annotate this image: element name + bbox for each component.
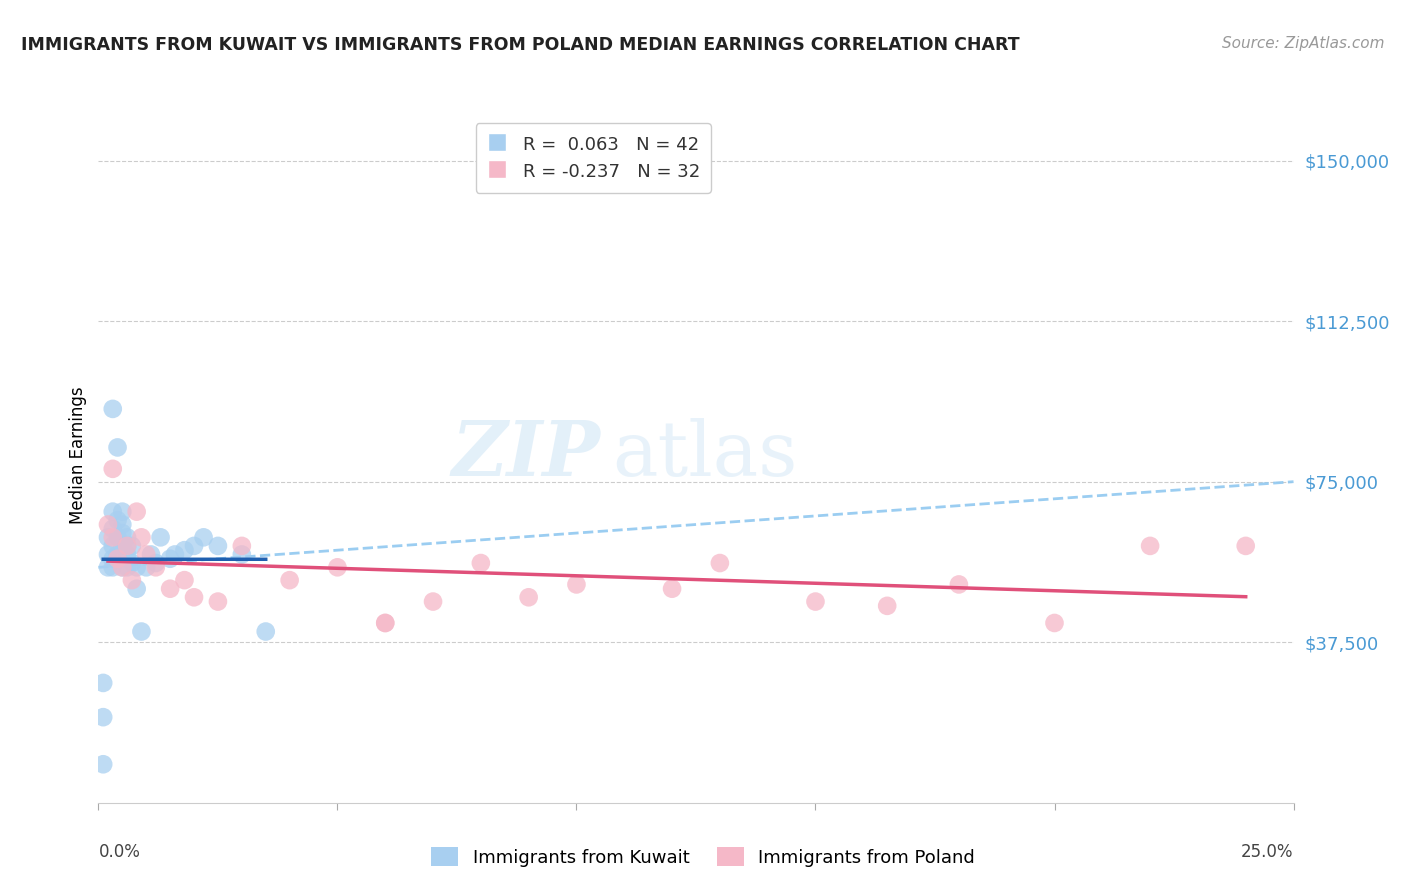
Point	[101, 401, 124, 416]
Point	[173, 573, 195, 587]
Point	[97, 517, 120, 532]
Point	[111, 517, 134, 532]
Point	[326, 560, 349, 574]
Point	[804, 594, 827, 608]
Legend: R =  0.063   N = 42, R = -0.237   N = 32: R = 0.063 N = 42, R = -0.237 N = 32	[475, 123, 711, 193]
Point	[876, 599, 898, 613]
Point	[91, 710, 114, 724]
Point	[115, 539, 138, 553]
Point	[231, 539, 253, 553]
Point	[207, 594, 229, 608]
Point	[135, 548, 157, 562]
Point	[131, 624, 153, 639]
Point	[661, 582, 683, 596]
Point	[91, 676, 114, 690]
Point	[278, 573, 301, 587]
Point	[115, 560, 138, 574]
Point	[193, 530, 215, 544]
Legend: Immigrants from Kuwait, Immigrants from Poland: Immigrants from Kuwait, Immigrants from …	[425, 840, 981, 874]
Point	[470, 556, 492, 570]
Point	[1139, 539, 1161, 553]
Point	[115, 548, 138, 562]
Point	[115, 539, 138, 553]
Point	[183, 591, 205, 605]
Point	[1234, 539, 1257, 553]
Point	[145, 560, 167, 574]
Point	[111, 505, 134, 519]
Point	[97, 548, 120, 562]
Point	[101, 462, 124, 476]
Point	[97, 530, 120, 544]
Point	[254, 624, 277, 639]
Point	[121, 539, 143, 553]
Point	[101, 530, 124, 544]
Point	[101, 539, 124, 553]
Point	[139, 548, 162, 562]
Point	[121, 573, 143, 587]
Point	[517, 591, 540, 605]
Text: Source: ZipAtlas.com: Source: ZipAtlas.com	[1222, 36, 1385, 51]
Point	[145, 556, 167, 570]
Point	[149, 530, 172, 544]
Point	[183, 539, 205, 553]
Point	[101, 522, 124, 536]
Point	[948, 577, 970, 591]
Y-axis label: Median Earnings: Median Earnings	[69, 386, 87, 524]
Text: 25.0%: 25.0%	[1241, 843, 1294, 861]
Text: ZIP: ZIP	[451, 418, 600, 491]
Point	[115, 530, 138, 544]
Point	[101, 560, 124, 574]
Point	[207, 539, 229, 553]
Point	[107, 513, 129, 527]
Point	[121, 556, 143, 570]
Point	[107, 551, 129, 566]
Point	[125, 505, 148, 519]
Point	[709, 556, 731, 570]
Point	[91, 757, 114, 772]
Text: 0.0%: 0.0%	[98, 843, 141, 861]
Point	[111, 526, 134, 541]
Point	[159, 582, 181, 596]
Point	[101, 505, 124, 519]
Point	[159, 551, 181, 566]
Point	[374, 615, 396, 630]
Text: IMMIGRANTS FROM KUWAIT VS IMMIGRANTS FROM POLAND MEDIAN EARNINGS CORRELATION CHA: IMMIGRANTS FROM KUWAIT VS IMMIGRANTS FRO…	[21, 36, 1019, 54]
Point	[125, 560, 148, 574]
Point	[111, 560, 134, 574]
Point	[111, 539, 134, 553]
Point	[422, 594, 444, 608]
Point	[107, 530, 129, 544]
Point	[125, 582, 148, 596]
Point	[101, 551, 124, 566]
Point	[107, 441, 129, 455]
Point	[231, 548, 253, 562]
Point	[374, 615, 396, 630]
Point	[173, 543, 195, 558]
Point	[163, 548, 186, 562]
Point	[565, 577, 588, 591]
Point	[1043, 615, 1066, 630]
Point	[135, 560, 157, 574]
Point	[107, 548, 129, 562]
Point	[131, 530, 153, 544]
Point	[111, 560, 134, 574]
Text: atlas: atlas	[613, 418, 797, 491]
Point	[97, 560, 120, 574]
